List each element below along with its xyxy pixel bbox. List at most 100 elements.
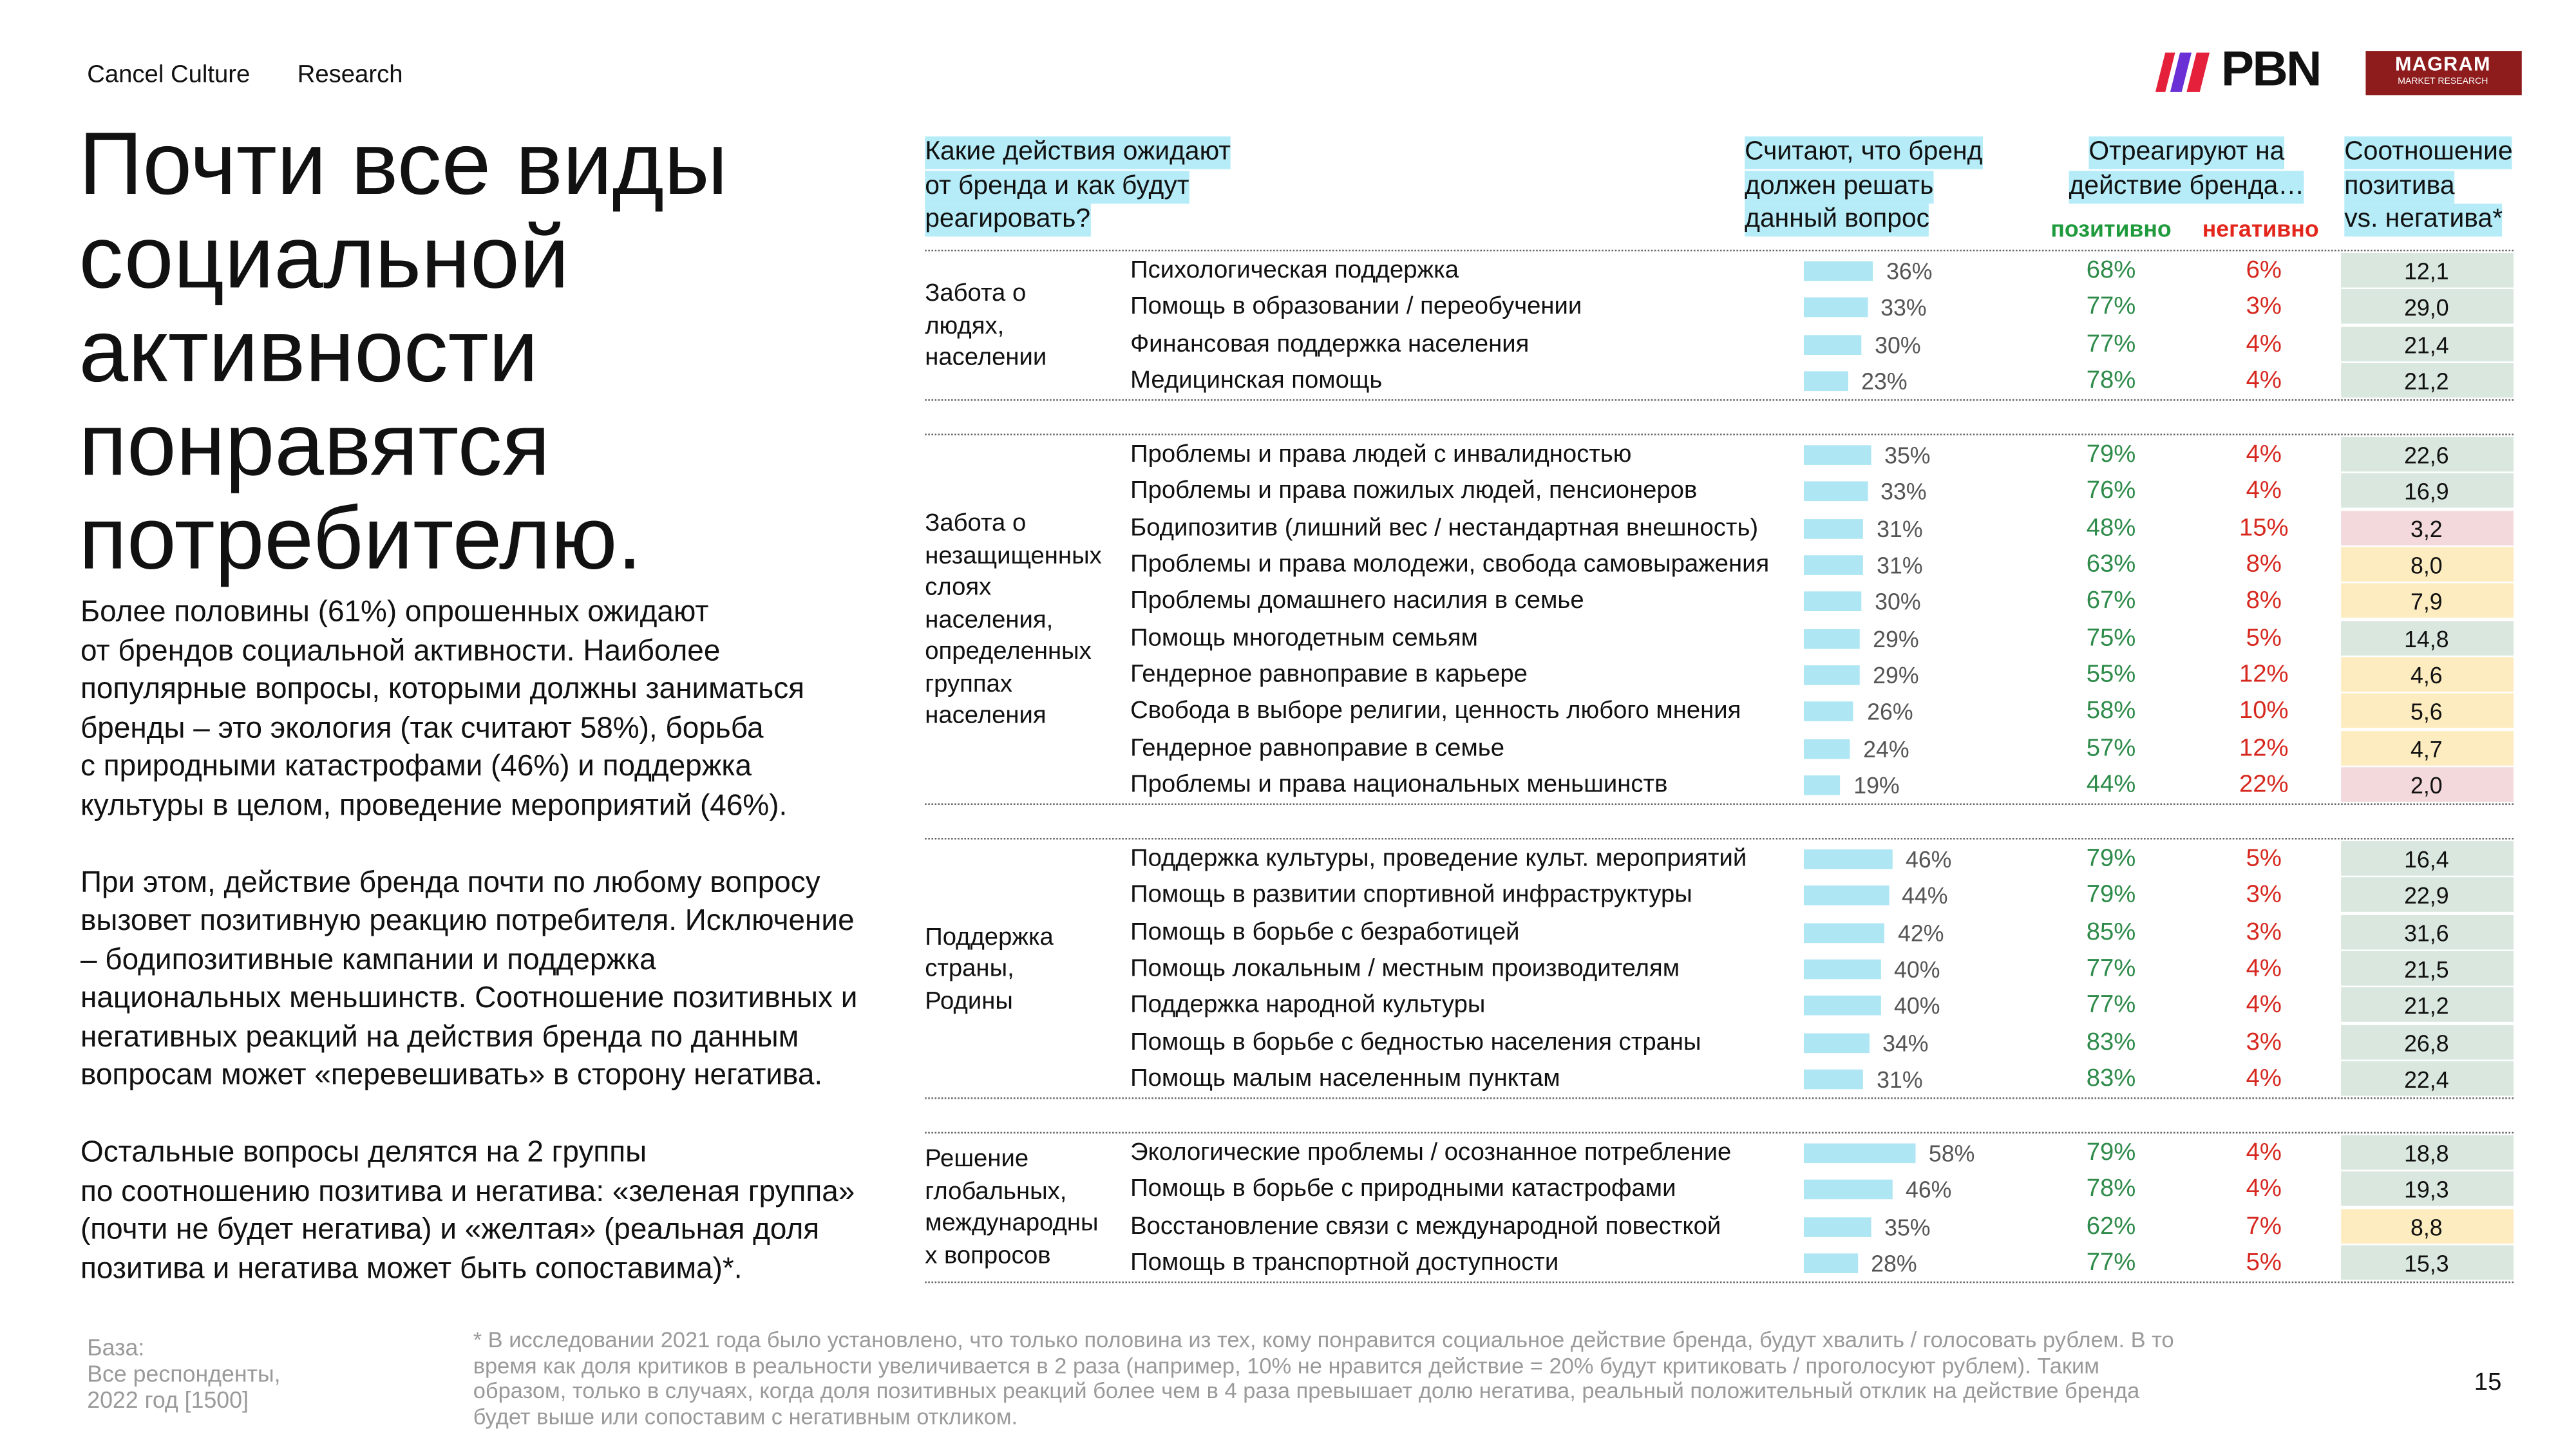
group-label: международны [925, 1209, 1099, 1238]
negative: 15% [2239, 513, 2289, 542]
column-header: данный вопрос [1745, 204, 1930, 237]
share-label: 44% [1901, 882, 1948, 909]
negative: 10% [2239, 697, 2289, 725]
title-line: понравятся [79, 395, 551, 495]
positive: 58% [2086, 697, 2136, 725]
paragraph-line: популярные вопросы, которыми должны зани… [80, 672, 805, 705]
issue: Проблемы и права национальных меньшинств [1130, 770, 1668, 799]
column-header: должен решать [1745, 170, 1934, 204]
ratio: 26,8 [2404, 1029, 2449, 1056]
ratio-cell [2341, 326, 2514, 361]
negative: 12% [2239, 660, 2289, 688]
ratio: 15,3 [2404, 1250, 2449, 1276]
magram-logo [2365, 51, 2522, 95]
share-label: 28% [1871, 1250, 1917, 1276]
base-note: База: [87, 1334, 145, 1361]
issue: Помощь многодетным семьям [1130, 623, 1478, 652]
bar [1803, 592, 1862, 612]
ratio: 16,9 [2404, 478, 2449, 505]
ratio-cell [2341, 252, 2514, 288]
column-header: действие бренда… [2069, 170, 2305, 204]
title-line: социальной [79, 208, 569, 308]
ratio: 18,8 [2404, 1140, 2449, 1167]
bar [1803, 518, 1864, 538]
paragraph-line: Более половины (61%) опрошенных ожидают [80, 594, 709, 628]
negative: 4% [2246, 477, 2282, 505]
positive: 44% [2086, 770, 2136, 799]
paragraph-line: Остальные вопросы делятся на 2 группы [80, 1135, 647, 1168]
positive: 79% [2086, 844, 2136, 873]
separator [925, 1281, 2514, 1283]
positive: 77% [2086, 292, 2136, 321]
logo-magram: MAGRAM [2394, 52, 2491, 76]
share-label: 36% [1886, 258, 1933, 285]
issue: Восстановление связи с международной пов… [1130, 1211, 1721, 1240]
ratio-cell [2341, 547, 2514, 582]
column-header: реагировать? [925, 204, 1091, 237]
ratio: 14,8 [2404, 625, 2449, 652]
ratio-cell [2341, 363, 2514, 398]
group-label: населения [925, 701, 1046, 730]
ratio-cell [2341, 289, 2514, 325]
positive: 55% [2086, 660, 2136, 688]
bar [1803, 555, 1864, 575]
share-label: 31% [1877, 552, 1923, 578]
negative: 4% [2246, 990, 2282, 1019]
negative: 3% [2246, 292, 2282, 321]
separator [925, 433, 2514, 435]
negative: 22% [2239, 770, 2289, 799]
positive: 83% [2086, 1027, 2136, 1056]
group-label: населении [925, 343, 1047, 372]
bar [1803, 1143, 1916, 1163]
ratio-cell [2341, 620, 2514, 655]
group-label: слоях [925, 573, 992, 602]
ratio-cell [2341, 767, 2514, 802]
negative: 8% [2246, 587, 2282, 615]
share-label: 33% [1880, 478, 1927, 505]
group-label: Поддержка [925, 922, 1054, 951]
share-label: 26% [1867, 698, 1913, 725]
positive: 62% [2086, 1211, 2136, 1240]
issue: Помощь в развитии спортивной инфраструкт… [1130, 881, 1692, 909]
issue: Помощь в транспортной доступности [1130, 1248, 1559, 1276]
ratio-cell [2341, 1171, 2514, 1207]
issue: Психологическая поддержка [1130, 256, 1459, 285]
group-label: Забота о [925, 279, 1027, 308]
title-line: Почти все виды [79, 115, 728, 214]
share-label: 40% [1894, 956, 1940, 983]
header-tag: Cancel Culture [87, 61, 251, 89]
header-tag: Research [297, 61, 403, 89]
negative: 5% [2246, 623, 2282, 652]
negative: 6% [2246, 256, 2282, 285]
ratio: 4,7 [2410, 735, 2443, 762]
share-label: 46% [1905, 846, 1952, 873]
ratio: 21,2 [2404, 992, 2449, 1019]
positive: 63% [2086, 550, 2136, 578]
bar [1803, 1217, 1871, 1236]
positive: 77% [2086, 1248, 2136, 1276]
negative: 4% [2246, 1138, 2282, 1167]
issue: Помощь в борьбе с безработицей [1130, 918, 1520, 946]
paragraph-line: При этом, действие бренда почти по любом… [80, 865, 820, 898]
share-label: 35% [1884, 1213, 1931, 1240]
bar [1803, 702, 1854, 722]
footnote: * В исследовании 2021 года было установл… [473, 1327, 2174, 1352]
separator [925, 1132, 2514, 1134]
ratio-cell [2341, 657, 2514, 692]
issue: Проблемы и права людей с инвалидностью [1130, 440, 1632, 468]
group-label: населения, [925, 605, 1054, 634]
share-label: 30% [1875, 589, 1921, 615]
paragraph-line: бренды – это экология (так считают 58%),… [80, 710, 764, 744]
issue: Помощь локальным / местным производителя… [1130, 954, 1680, 983]
share-label: 23% [1861, 368, 1908, 395]
share-label: 31% [1877, 1066, 1923, 1093]
ratio-cell [2341, 987, 2514, 1023]
issue: Поддержка народной культуры [1130, 990, 1486, 1019]
paragraph-line: от брендов социальной активности. Наибол… [80, 633, 721, 667]
separator [925, 249, 2514, 252]
issue: Бодипозитив (лишний вес / нестандартная … [1130, 513, 1759, 542]
group-label: х вопросов [925, 1242, 1051, 1270]
ratio-cell [2341, 694, 2514, 728]
separator [925, 399, 2514, 401]
